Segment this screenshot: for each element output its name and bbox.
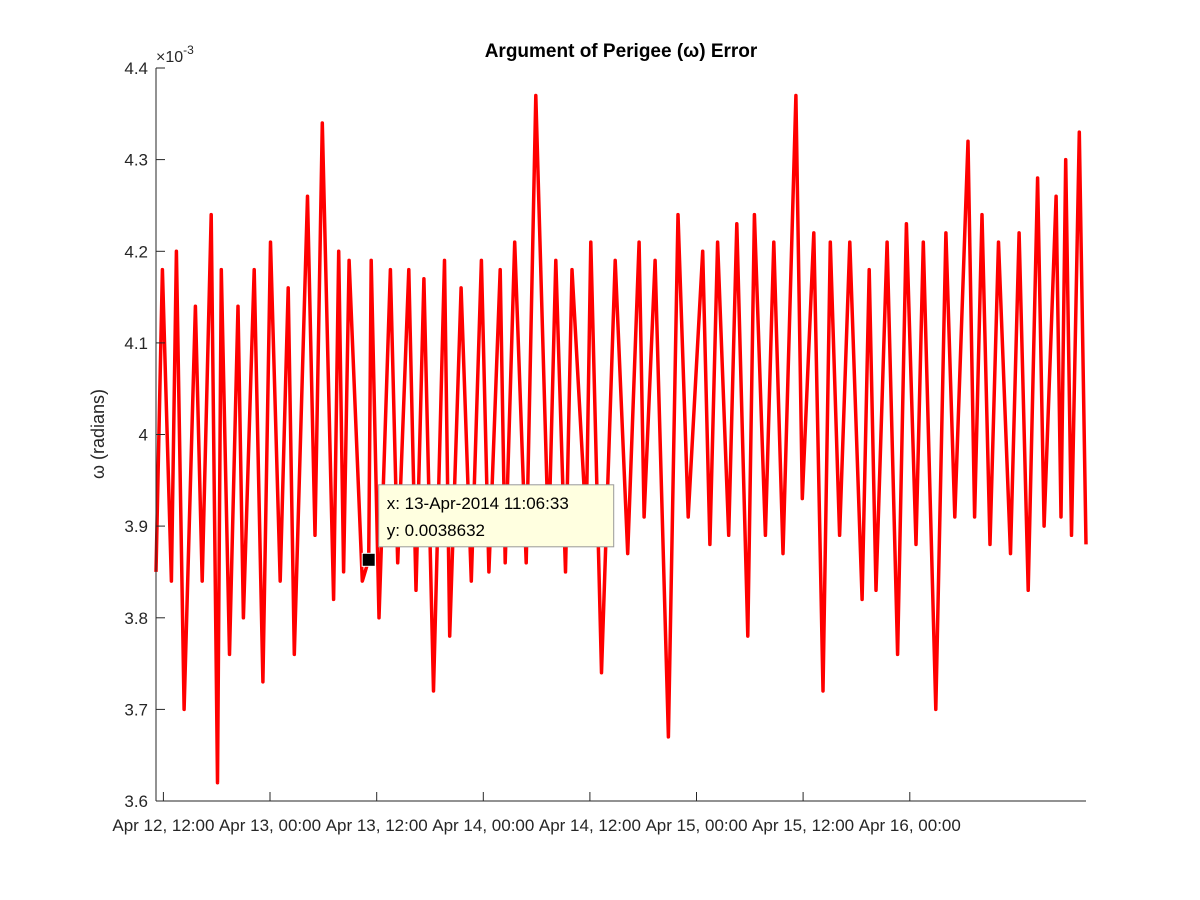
y-tick-label: 4.2	[124, 242, 148, 261]
x-tick-label: Apr 14, 12:00	[539, 816, 641, 835]
y-ticks: 3.6 3.7 3.8 3.9 4 4.1 4.2 4.3 4.4	[124, 59, 165, 811]
datatip-box	[378, 484, 615, 548]
y-exponent-power: -3	[183, 43, 194, 57]
y-tick-label: 3.7	[124, 700, 148, 719]
x-ticks: Apr 12, 12:00 Apr 13, 00:00 Apr 13, 12:00 A…	[112, 792, 961, 835]
x-tick-label: Apr 15, 12:00	[752, 816, 854, 835]
x-tick-label: Apr 16, 00:00	[859, 816, 961, 835]
x-tick-label: Apr 14, 00:00	[432, 816, 534, 835]
series-layer	[154, 93, 1088, 785]
series-line	[154, 93, 1088, 785]
y-tick-label: 4.3	[124, 151, 148, 170]
x-tick-label: Apr 13, 00:00	[219, 816, 321, 835]
y-exponent: ×10-3	[156, 43, 194, 66]
x-tick-label: Apr 13, 12:00	[326, 816, 428, 835]
y-tick-label: 3.9	[124, 517, 148, 536]
y-axis-label: ω (radians)	[88, 389, 108, 479]
y-tick-label: 4.4	[124, 59, 148, 78]
x-tick-label: Apr 12, 12:00	[112, 816, 214, 835]
y-tick-label: 4	[139, 426, 148, 445]
datatip[interactable]: x: 13-Apr-2014 11:06:33 y: 0.0038632	[361, 484, 615, 567]
y-exponent-base: ×10	[156, 49, 183, 66]
datatip-marker[interactable]	[361, 552, 376, 567]
datatip-y-text: y: 0.0038632	[387, 521, 485, 540]
y-tick-label: 3.8	[124, 609, 148, 628]
x-tick-label: Apr 15, 00:00	[645, 816, 747, 835]
y-tick-label: 4.1	[124, 334, 148, 353]
y-tick-label: 3.6	[124, 792, 148, 811]
chart-title: Argument of Perigee (ω) Error	[485, 41, 758, 62]
datatip-x-text: x: 13-Apr-2014 11:06:33	[387, 494, 569, 513]
